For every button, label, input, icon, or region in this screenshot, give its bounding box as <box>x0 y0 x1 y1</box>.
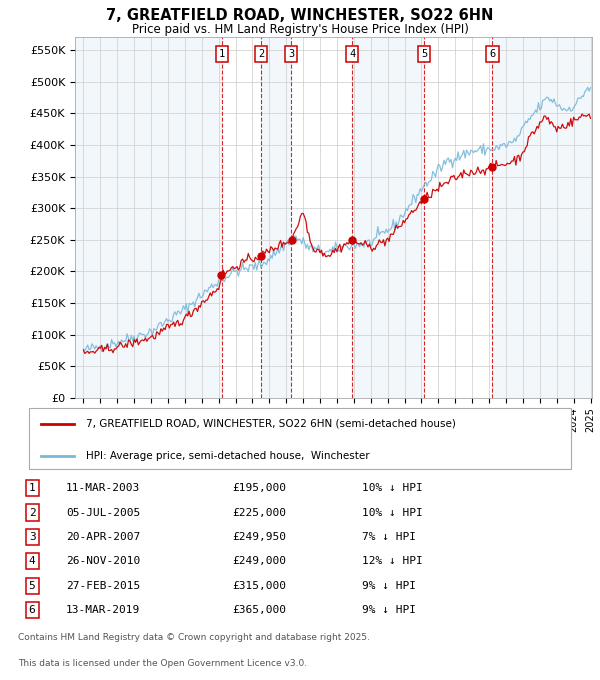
Text: £249,000: £249,000 <box>232 556 286 566</box>
Text: HPI: Average price, semi-detached house,  Winchester: HPI: Average price, semi-detached house,… <box>86 451 370 460</box>
Text: 13-MAR-2019: 13-MAR-2019 <box>66 605 140 615</box>
Bar <box>261 37 292 398</box>
Text: £249,950: £249,950 <box>232 532 286 542</box>
Text: Contains HM Land Registry data © Crown copyright and database right 2025.: Contains HM Land Registry data © Crown c… <box>18 633 370 642</box>
Text: 3: 3 <box>29 532 35 542</box>
Bar <box>75 37 222 398</box>
Text: 11-MAR-2003: 11-MAR-2003 <box>66 483 140 493</box>
Text: 9% ↓ HPI: 9% ↓ HPI <box>362 605 416 615</box>
Text: 6: 6 <box>490 48 496 58</box>
Text: 26-NOV-2010: 26-NOV-2010 <box>66 556 140 566</box>
Text: 7, GREATFIELD ROAD, WINCHESTER, SO22 6HN: 7, GREATFIELD ROAD, WINCHESTER, SO22 6HN <box>106 8 494 23</box>
Text: 7% ↓ HPI: 7% ↓ HPI <box>362 532 416 542</box>
Text: 10% ↓ HPI: 10% ↓ HPI <box>362 507 423 517</box>
Text: 05-JUL-2005: 05-JUL-2005 <box>66 507 140 517</box>
Text: Price paid vs. HM Land Registry's House Price Index (HPI): Price paid vs. HM Land Registry's House … <box>131 23 469 36</box>
Text: £365,000: £365,000 <box>232 605 286 615</box>
Bar <box>493 37 592 398</box>
Text: 20-APR-2007: 20-APR-2007 <box>66 532 140 542</box>
Bar <box>352 37 424 398</box>
Text: 10% ↓ HPI: 10% ↓ HPI <box>362 483 423 493</box>
Text: 4: 4 <box>349 48 355 58</box>
Text: £315,000: £315,000 <box>232 581 286 591</box>
Text: 1: 1 <box>29 483 35 493</box>
Text: £225,000: £225,000 <box>232 507 286 517</box>
Text: 5: 5 <box>29 581 35 591</box>
Text: 9% ↓ HPI: 9% ↓ HPI <box>362 581 416 591</box>
Text: 7, GREATFIELD ROAD, WINCHESTER, SO22 6HN (semi-detached house): 7, GREATFIELD ROAD, WINCHESTER, SO22 6HN… <box>86 419 455 428</box>
Text: 12% ↓ HPI: 12% ↓ HPI <box>362 556 423 566</box>
Text: 6: 6 <box>29 605 35 615</box>
Text: This data is licensed under the Open Government Licence v3.0.: This data is licensed under the Open Gov… <box>18 659 307 668</box>
Text: 2: 2 <box>29 507 35 517</box>
Text: 1: 1 <box>219 48 225 58</box>
Text: 5: 5 <box>421 48 427 58</box>
Text: 4: 4 <box>29 556 35 566</box>
Text: 3: 3 <box>288 48 295 58</box>
Text: £195,000: £195,000 <box>232 483 286 493</box>
Text: 2: 2 <box>258 48 264 58</box>
Text: 27-FEB-2015: 27-FEB-2015 <box>66 581 140 591</box>
FancyBboxPatch shape <box>29 408 571 469</box>
